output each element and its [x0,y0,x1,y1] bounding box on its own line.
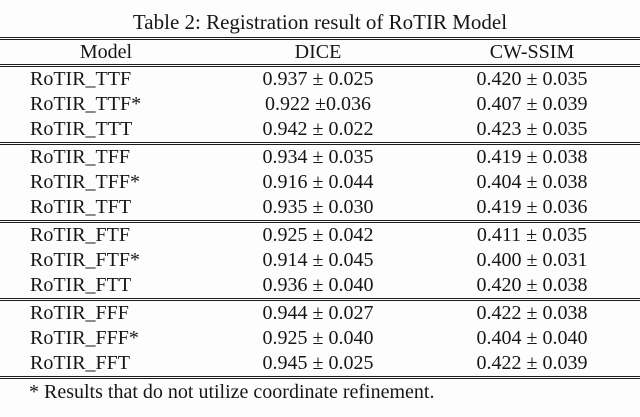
model-cell: RoTIR_TTF* [30,93,142,115]
cwssim-cell: 0.420 ± 0.035 [476,67,588,90]
table-row: RoTIR_TTT 0.942 ± 0.022 0.423 ± 0.035 [0,118,640,144]
cwssim-cell: 0.407 ± 0.039 [476,93,588,115]
dice-cell: 0.942 ± 0.022 [262,118,374,141]
model-group-ttx: RoTIR_TTF 0.937 ± 0.025 0.420 ± 0.035 Ro… [0,65,640,144]
table-row: RoTIR_TFF* 0.916 ± 0.044 0.404 ± 0.038 [0,170,640,196]
model-cell: RoTIR_FTF [30,223,131,246]
cwssim-cell: 0.419 ± 0.038 [476,145,588,168]
table-row: RoTIR_FTT 0.936 ± 0.040 0.420 ± 0.038 [0,274,640,300]
cwssim-cell: 0.404 ± 0.040 [476,327,588,349]
dice-cell: 0.914 ± 0.045 [262,249,374,271]
model-group-ftx: RoTIR_FTF 0.925 ± 0.042 0.411 ± 0.035 Ro… [0,221,640,300]
table-row: RoTIR_FFT 0.945 ± 0.025 0.422 ± 0.039 [0,352,640,378]
dice-cell: 0.922 ±0.036 [265,93,371,115]
model-cell: RoTIR_TFF* [30,171,141,193]
dice-cell: 0.925 ± 0.042 [262,223,374,246]
cwssim-cell: 0.400 ± 0.031 [476,249,588,271]
table-row: RoTIR_FFF 0.944 ± 0.027 0.422 ± 0.038 [0,300,640,326]
dice-cell: 0.925 ± 0.040 [262,327,374,349]
dice-cell: 0.916 ± 0.044 [262,171,374,193]
cwssim-cell: 0.404 ± 0.038 [476,171,588,193]
results-table: Model DICE CW-SSIM RoTIR_TTF 0.937 ± 0.0… [0,37,640,379]
model-cell: RoTIR_TFT [30,196,132,219]
table-row: RoTIR_FFF* 0.925 ± 0.040 0.404 ± 0.040 [0,326,640,352]
header-row: Model DICE CW-SSIM [0,39,640,66]
column-header-model: Model [79,40,133,63]
table-footnote: * Results that do not utilize coordinate… [29,381,435,403]
model-cell: RoTIR_FFF [30,301,129,324]
column-header-dice: DICE [294,40,342,63]
table-row: RoTIR_TFT 0.935 ± 0.030 0.419 ± 0.036 [0,196,640,222]
model-cell: RoTIR_TFF [30,145,131,168]
model-cell: RoTIR_FFT [30,352,131,375]
cwssim-cell: 0.411 ± 0.035 [476,223,588,246]
dice-cell: 0.944 ± 0.027 [262,301,374,324]
dice-cell: 0.934 ± 0.035 [262,145,374,168]
model-cell: RoTIR_FTT [30,274,132,297]
model-group-ffx: RoTIR_FFF 0.944 ± 0.027 0.422 ± 0.038 Ro… [0,299,640,378]
dice-cell: 0.945 ± 0.025 [262,352,374,375]
table-row: RoTIR_FTF 0.925 ± 0.042 0.411 ± 0.035 [0,222,640,248]
dice-cell: 0.937 ± 0.025 [262,67,374,90]
model-cell: RoTIR_FTF* [30,249,141,271]
dice-cell: 0.935 ± 0.030 [262,196,374,219]
dice-cell: 0.936 ± 0.040 [262,274,374,297]
cwssim-cell: 0.420 ± 0.038 [476,274,588,297]
table-header: Model DICE CW-SSIM [0,39,640,66]
table-row: RoTIR_TTF* 0.922 ±0.036 0.407 ± 0.039 [0,92,640,118]
table-row: RoTIR_TTF 0.937 ± 0.025 0.420 ± 0.035 [0,66,640,92]
model-cell: RoTIR_FFF* [30,327,139,349]
model-cell: RoTIR_TTF [30,67,132,90]
table-row: RoTIR_FTF* 0.914 ± 0.045 0.400 ± 0.031 [0,248,640,274]
model-cell: RoTIR_TTT [30,118,133,141]
model-group-tfx: RoTIR_TFF 0.934 ± 0.035 0.419 ± 0.038 Ro… [0,143,640,222]
cwssim-cell: 0.422 ± 0.039 [476,352,588,375]
column-header-cwssim: CW-SSIM [489,40,575,63]
cwssim-cell: 0.419 ± 0.036 [476,196,588,219]
cwssim-cell: 0.423 ± 0.035 [476,118,588,141]
cwssim-cell: 0.422 ± 0.038 [476,301,588,324]
table-row: RoTIR_TFF 0.934 ± 0.035 0.419 ± 0.038 [0,144,640,170]
table-caption: Table 2: Registration result of RoTIR Mo… [132,10,508,34]
